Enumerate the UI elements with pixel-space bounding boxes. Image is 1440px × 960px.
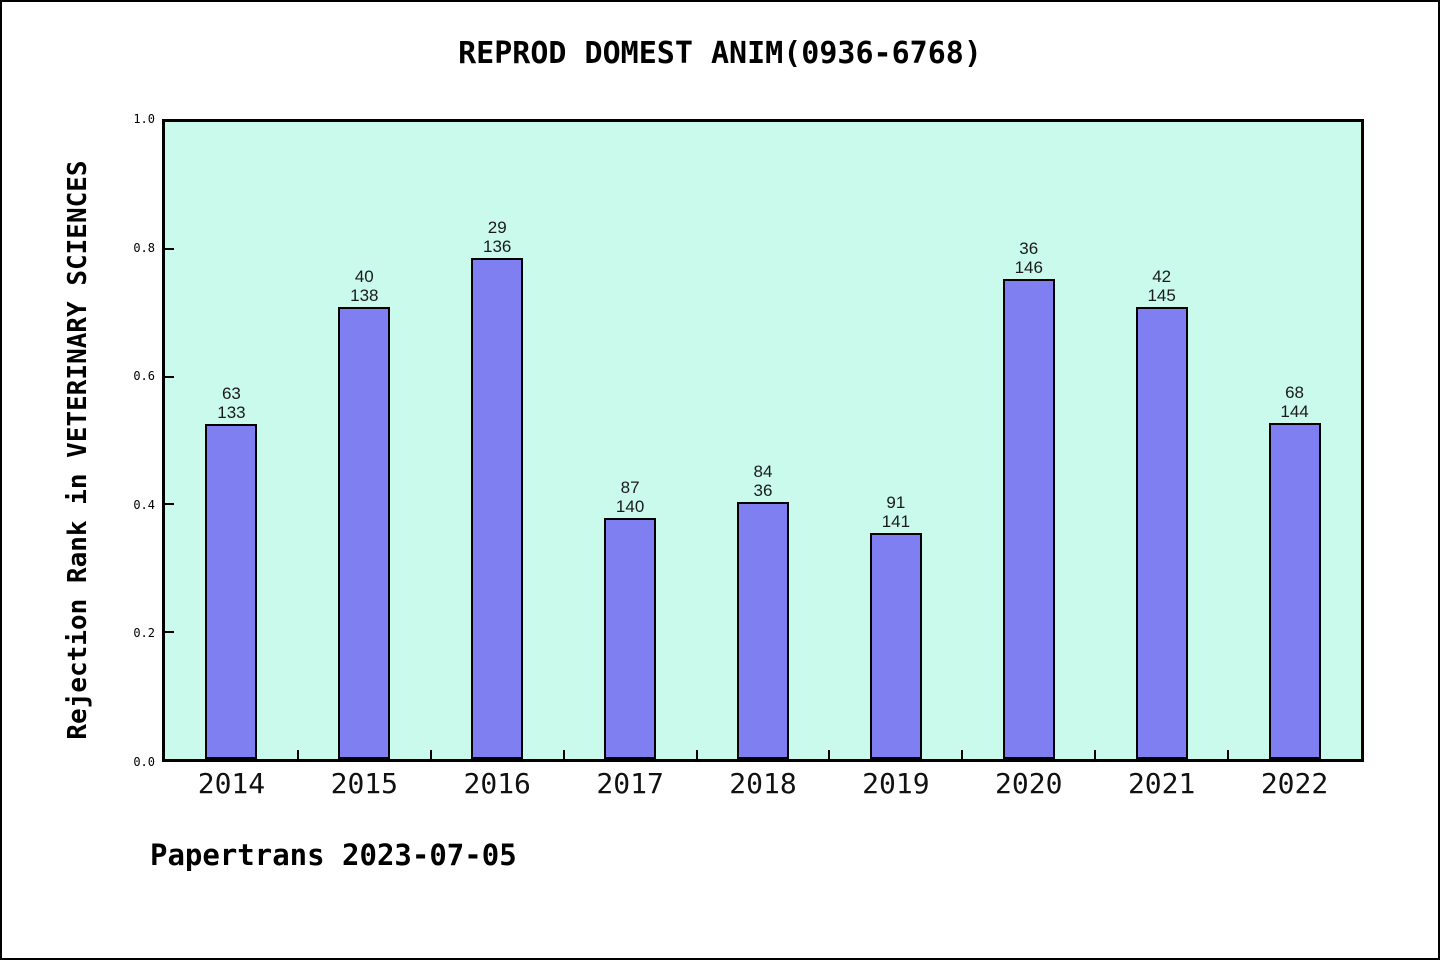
y-tick-mark	[165, 631, 174, 633]
x-tick-label-2014: 2014	[197, 767, 266, 800]
x-tick-label-2022: 2022	[1260, 767, 1329, 800]
x-tick-mark	[961, 750, 964, 759]
plot-inner: 63 133 40 138 29 136 87 140 84 36 91 141 36 14…	[165, 122, 1361, 759]
x-tick-mark	[562, 750, 565, 759]
bar-value-label-2021: 42 145	[1147, 267, 1176, 305]
y-axis-label: Rejection Rank in VETERINARY SCIENCES	[63, 160, 93, 740]
bar-2016	[471, 258, 524, 759]
bar-2019	[869, 533, 922, 759]
bar-value-label-2019: 91 141	[881, 493, 911, 531]
x-tick-label-2016: 2016	[463, 767, 531, 800]
y-tick-mark	[165, 503, 174, 505]
chart-title: REPROD DOMEST ANIM(0936-6768)	[458, 36, 982, 71]
footer-watermark: Papertrans 2023-07-05	[150, 838, 517, 872]
bar-2017	[604, 518, 657, 759]
y-tick-label-1.0: 1.0	[133, 112, 155, 126]
x-tick-mark	[1227, 750, 1230, 759]
x-tick-label-2017: 2017	[596, 767, 664, 800]
x-axis-tick-labels: 2014 2015 2016 2017 2018 2019 2020 2021 2022	[165, 767, 1361, 807]
y-tick-mark	[165, 248, 174, 250]
bar-value-label-2014: 63 133	[217, 384, 246, 422]
x-tick-label-2021: 2021	[1127, 767, 1196, 800]
bar-value-label-2016: 29 136	[483, 218, 512, 256]
bar-value-label-2022: 68 144	[1280, 383, 1309, 421]
x-tick-label-2019: 2019	[862, 767, 930, 800]
y-tick-label-0.6: 0.6	[133, 369, 155, 383]
y-tick-label-0.2: 0.2	[133, 626, 155, 640]
x-tick-label-2018: 2018	[729, 767, 797, 800]
x-tick-mark	[695, 750, 698, 759]
bar-2022	[1268, 423, 1321, 759]
x-tick-mark	[828, 750, 831, 759]
bar-2021	[1135, 307, 1188, 759]
bar-2014	[205, 424, 258, 759]
x-tick-mark	[296, 750, 299, 759]
bar-2018	[737, 502, 789, 759]
x-tick-label-2015: 2015	[330, 767, 399, 800]
bar-value-label-2018: 84 36	[753, 462, 773, 500]
bar-value-label-2015: 40 138	[350, 267, 379, 305]
bar-value-label-2017: 87 140	[615, 478, 645, 516]
x-tick-label-2020: 2020	[995, 767, 1063, 800]
bar-2015	[338, 307, 391, 759]
y-tick-mark	[165, 376, 174, 378]
bar-value-label-2020: 36 146	[1014, 239, 1043, 277]
y-tick-label-0.4: 0.4	[133, 498, 155, 512]
plot-area: 63 133 40 138 29 136 87 140 84 36 91 141 36 14…	[162, 119, 1364, 762]
bar-2020	[1002, 279, 1055, 759]
y-tick-label-0.8: 0.8	[133, 241, 155, 255]
x-tick-mark	[429, 750, 432, 759]
x-tick-mark	[1094, 750, 1097, 759]
y-tick-label-0.0: 0.0	[133, 755, 155, 769]
